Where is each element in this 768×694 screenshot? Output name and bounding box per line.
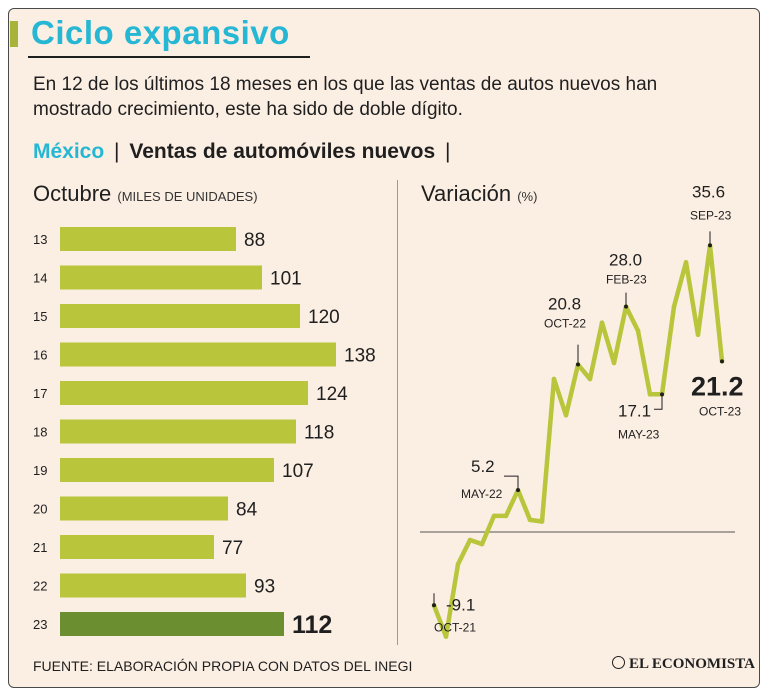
bar-category-label: 18 — [33, 425, 47, 440]
line-point — [539, 519, 545, 524]
annotation-date-FEB-23: FEB-23 — [606, 273, 647, 287]
brand-mark-icon — [612, 656, 625, 669]
annotation-marker — [708, 243, 712, 248]
bar-category-label: 17 — [33, 386, 47, 401]
annotation-marker — [516, 488, 520, 493]
line-point — [695, 332, 701, 338]
line-point — [491, 513, 497, 519]
annotation-date-OCT-23: OCT-23 — [699, 404, 741, 418]
line-point — [443, 634, 449, 639]
page-subtitle: En 12 de los últimos 18 meses en los que… — [33, 74, 658, 120]
annotation-date-OCT-22: OCT-22 — [544, 317, 586, 331]
section-separator-end: | — [444, 140, 451, 163]
bar-15 — [60, 304, 300, 328]
annotation-marker — [432, 603, 436, 608]
bar-value-label: 93 — [254, 577, 275, 598]
annotation-marker — [624, 304, 628, 309]
annotation-leader — [504, 475, 519, 491]
title-accent-bar — [10, 21, 18, 47]
bar-category-label: 13 — [33, 232, 47, 247]
line-point — [683, 260, 689, 265]
bar-14 — [60, 265, 262, 290]
bar-21 — [60, 535, 214, 559]
line-point — [527, 517, 533, 523]
line-point — [647, 392, 653, 397]
annotation-date-MAY-23: MAY-23 — [618, 427, 660, 441]
annotation-value-SEP-23: 35.6 — [692, 182, 725, 201]
bar-value-label: 84 — [236, 500, 258, 521]
title-underline — [28, 56, 310, 58]
annotation-marker — [660, 392, 664, 397]
line-point — [551, 376, 557, 382]
bar-value-label: 118 — [304, 423, 334, 444]
bar-value-label: 107 — [282, 461, 314, 482]
line-point — [587, 376, 593, 382]
bar-value-label: 138 — [344, 346, 376, 367]
bar-23 — [60, 612, 284, 636]
line-point — [503, 513, 509, 519]
line-point — [455, 561, 461, 567]
annotation-marker — [576, 362, 580, 367]
bar-13 — [60, 227, 236, 251]
annotation-value-FEB-23: 28.0 — [609, 251, 642, 270]
line-point — [635, 328, 641, 334]
annotation-date-SEP-23: SEP-23 — [690, 208, 732, 222]
annotation-value-OCT-23: 21.2 — [691, 371, 744, 401]
bar-value-label: 88 — [244, 230, 265, 251]
line-point — [563, 412, 569, 418]
bar-category-label: 21 — [33, 540, 47, 555]
section-country: México — [33, 140, 105, 163]
annotation-value-MAY-22: 5.2 — [471, 457, 495, 476]
page-title: Ciclo expansivo — [31, 14, 290, 51]
brand-name: EL ECONOMISTA — [629, 656, 755, 672]
line-point — [671, 304, 677, 309]
panel-divider — [397, 180, 398, 645]
bar-22 — [60, 573, 246, 598]
bar-category-label: 22 — [33, 579, 47, 594]
bar-19 — [60, 458, 274, 482]
bar-value-label: 77 — [222, 538, 243, 559]
line-panel-unit: (%) — [517, 189, 538, 204]
bar-panel-unit: (MILES DE UNIDADES) — [117, 189, 258, 204]
bar-16 — [60, 342, 336, 367]
line-point — [599, 320, 605, 326]
annotation-value-OCT-22: 20.8 — [548, 295, 581, 314]
section-separator: | — [114, 140, 120, 163]
bar-category-label: 15 — [33, 309, 47, 324]
bar-category-label: 16 — [33, 348, 47, 363]
section-heading: México | Ventas de automóviles nuevos | — [33, 140, 454, 164]
line-panel-title: Variación (%) — [421, 181, 537, 207]
bar-category-label: 20 — [33, 502, 47, 517]
bar-category-label: 19 — [33, 463, 47, 478]
bar-category-label: 23 — [33, 617, 47, 632]
bar-value-label: 124 — [316, 384, 348, 405]
annotation-leader — [654, 394, 663, 410]
bar-value-label: 120 — [308, 307, 340, 328]
bar-18 — [60, 419, 296, 444]
annotation-value-MAY-23: 17.1 — [618, 401, 651, 420]
line-point — [467, 537, 473, 543]
section-topic: Ventas de automóviles nuevos — [129, 140, 436, 163]
bar-category-label: 14 — [33, 271, 47, 286]
bar-value-label: 101 — [270, 269, 302, 290]
brand-logo: EL ECONOMISTA — [612, 656, 755, 673]
annotation-marker — [720, 359, 724, 364]
annotation-value-OCT-21: -9.1 — [446, 595, 475, 614]
bar-value-label: 112 — [292, 611, 332, 639]
annotation-date-OCT-21: OCT-21 — [434, 620, 476, 634]
source-note: FUENTE: ELABORACIÓN PROPIA CON DATOS DEL… — [33, 658, 413, 674]
line-panel-title-text: Variación — [421, 181, 512, 206]
bar-panel-title-text: Octubre — [33, 181, 112, 206]
annotation-date-MAY-22: MAY-22 — [461, 487, 503, 501]
line-point — [479, 541, 485, 547]
bar-17 — [60, 381, 308, 405]
bar-panel-title: Octubre (MILES DE UNIDADES) — [33, 181, 258, 207]
bar-20 — [60, 496, 228, 521]
line-point — [611, 360, 617, 366]
